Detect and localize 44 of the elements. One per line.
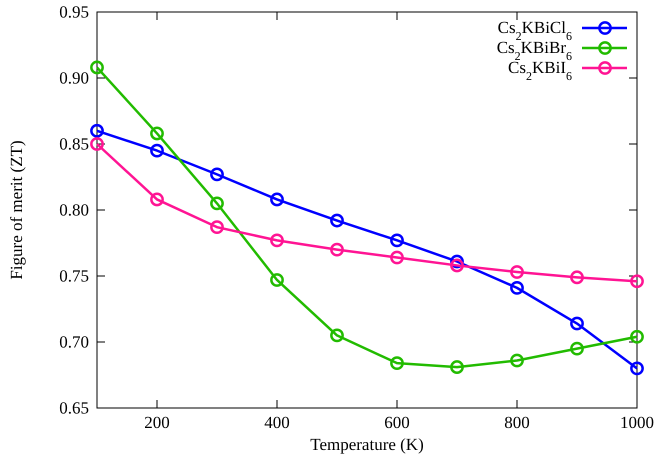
legend-label: Cs$_{2}$KBiCl$_{6}$ [498, 18, 572, 43]
point [150, 192, 164, 206]
x-tick-label: 600 [384, 413, 410, 432]
y-axis-title: Figure of merit (ZT) [7, 140, 26, 280]
point [210, 167, 224, 182]
point [270, 192, 284, 206]
y-tick-label: 0.85 [59, 134, 89, 154]
point [210, 220, 224, 234]
point [330, 214, 344, 228]
y-tick-label: 0.95 [59, 2, 89, 22]
y-tick-label: 0.80 [59, 200, 89, 220]
point [510, 265, 524, 279]
point [90, 137, 104, 151]
point [150, 144, 164, 158]
point [330, 242, 344, 256]
point [270, 233, 284, 248]
point [390, 250, 404, 264]
point [630, 274, 644, 288]
point [510, 354, 524, 368]
point [630, 362, 644, 376]
point [330, 328, 344, 342]
point [450, 360, 464, 374]
point [270, 273, 284, 287]
point [210, 196, 224, 210]
point [450, 258, 464, 272]
y-tick-label: 0.75 [59, 266, 89, 286]
point [570, 270, 584, 284]
point [510, 281, 524, 295]
x-axis-title: Temperature (K) [310, 435, 424, 454]
y-tick-label: 0.70 [59, 332, 89, 352]
x-tick-label: 1000 [620, 413, 654, 432]
point [90, 124, 104, 138]
point [570, 342, 584, 356]
point [390, 233, 404, 248]
point [570, 316, 584, 330]
x-tick-label: 800 [504, 413, 530, 432]
y-tick-label: 0.65 [59, 398, 89, 418]
x-tick-label: 200 [144, 413, 170, 432]
point [630, 330, 644, 344]
point [150, 126, 164, 140]
point [390, 356, 404, 370]
point [90, 60, 104, 74]
y-tick-label: 0.90 [59, 68, 89, 88]
x-tick-label: 400 [264, 413, 290, 432]
